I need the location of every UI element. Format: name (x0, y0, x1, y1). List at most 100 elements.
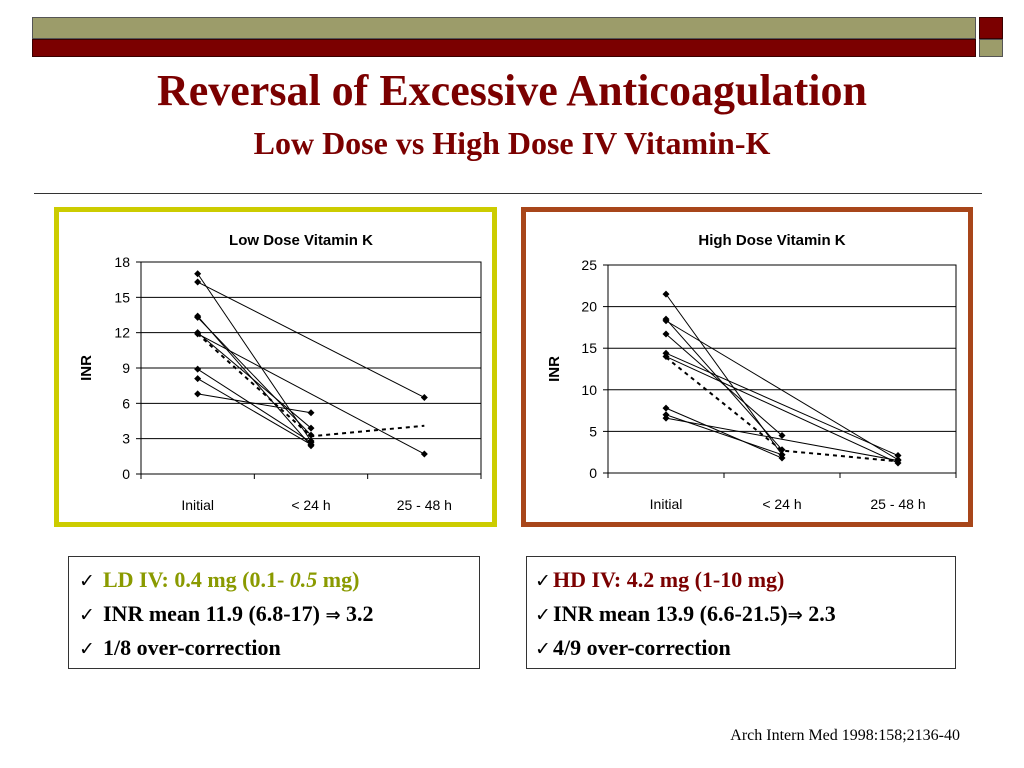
right-double-arrow-icon: ⇒ (325, 605, 341, 626)
y-tick-label: 15 (581, 340, 597, 356)
ld-inr-pre: INR mean 11.9 (6.8-17) (103, 601, 326, 626)
ld-inr-line: ✓ INR mean 11.9 (6.8-17) ⇒ 3.2 (79, 600, 374, 630)
data-point (194, 375, 202, 383)
header-square-olive (979, 39, 1003, 57)
data-point (894, 452, 902, 460)
ld-dose-italic: 0.5 (289, 567, 318, 592)
data-point (662, 404, 670, 412)
x-tick-label: < 24 h (762, 496, 801, 512)
right-double-arrow-icon: ⇒ (787, 605, 803, 626)
series-line (197, 333, 425, 455)
series-line (665, 356, 899, 464)
slide-subtitle: Low Dose vs High Dose IV Vitamin-K (253, 125, 771, 161)
hd-inr-line: ✓INR mean 13.9 (6.6-21.5)⇒ 2.3 (535, 600, 836, 630)
hd-inr-post: 2.3 (802, 601, 836, 626)
y-tick-label: 12 (114, 325, 130, 341)
series-line (197, 273, 312, 442)
data-point (662, 290, 670, 298)
hd-dose-line: ✓HD IV: 4.2 mg (1-10 mg) (535, 566, 784, 595)
checkmark-icon: ✓ (79, 570, 95, 592)
plot-area (140, 261, 482, 475)
data-point (194, 270, 202, 278)
chart-title: Low Dose Vitamin K (229, 232, 373, 249)
data-point (662, 353, 670, 361)
y-tick-label: 9 (122, 360, 130, 376)
y-tick-label: 0 (122, 466, 130, 482)
ld-inr-post: 3.2 (340, 601, 374, 626)
y-tick-label: 3 (122, 431, 130, 447)
data-point (662, 414, 670, 422)
y-tick-label: 6 (122, 395, 130, 411)
ld-overcorrection-text: 1/8 over-correction (103, 635, 281, 660)
x-tick-label: 25 - 48 h (870, 496, 925, 512)
plot-area (607, 264, 957, 474)
data-point (307, 409, 315, 417)
data-point (420, 450, 428, 458)
y-tick-label: 0 (589, 465, 597, 481)
high-dose-summary-box: ✓HD IV: 4.2 mg (1-10 mg) ✓INR mean 13.9 … (526, 556, 956, 669)
series-line (197, 393, 312, 414)
low-dose-summary-box: ✓ LD IV: 0.4 mg (0.1- 0.5 mg) ✓ INR mean 1… (68, 556, 480, 669)
series-line (197, 368, 312, 443)
y-tick-label: 15 (114, 289, 130, 305)
low-dose-chart: Low Dose Vitamin K INR 0 3 6 9 12 15 18 Initial < … (78, 232, 482, 513)
data-point (194, 390, 202, 398)
hd-overcorrection-text: 4/9 over-correction (553, 635, 731, 660)
high-dose-chart: High Dose Vitamin K INR 0 5 10 15 20 25 Initial <… (546, 232, 957, 512)
chart-title: High Dose Vitamin K (698, 232, 845, 249)
checkmark-icon: ✓ (535, 570, 551, 592)
citation: Arch Intern Med 1998:158;2136-40 (730, 727, 960, 744)
y-axis-label: INR (546, 356, 563, 382)
ld-dose-line: ✓ LD IV: 0.4 mg (0.1- 0.5 mg) (79, 566, 359, 595)
checkmark-icon: ✓ (79, 604, 95, 626)
data-point (420, 393, 428, 401)
header-bar-olive (32, 17, 976, 39)
series-line (197, 332, 312, 429)
title-divider (34, 193, 982, 194)
y-tick-label: 5 (589, 423, 597, 439)
data-point (194, 313, 202, 321)
slide-title: Reversal of Excessive Anticoagulation (156, 66, 868, 115)
series-line (197, 317, 312, 436)
data-point (778, 432, 786, 440)
data-point (662, 330, 670, 338)
series-line (665, 333, 783, 436)
x-tick-label: 25 - 48 h (397, 497, 452, 513)
ld-dose-pre: LD IV: 0.4 mg (0.1- (103, 567, 290, 592)
y-tick-label: 18 (114, 254, 130, 270)
hd-overcorrection-line: ✓4/9 over-correction (535, 634, 731, 663)
mean-series-line (196, 333, 425, 438)
data-point (194, 278, 202, 286)
data-point (778, 451, 786, 459)
series-line (665, 417, 899, 462)
series-line (665, 320, 899, 461)
ld-dose-text: LD IV: 0.4 mg (0.1- 0.5 mg) (103, 567, 359, 592)
checkmark-icon: ✓ (535, 604, 551, 626)
y-tick-label: 25 (581, 257, 597, 273)
hd-inr-pre: INR mean 13.9 (6.6-21.5) (553, 601, 788, 626)
x-tick-label: Initial (650, 496, 683, 512)
checkmark-icon: ✓ (535, 638, 551, 660)
checkmark-icon: ✓ (79, 638, 95, 660)
header-square-maroon (979, 17, 1003, 39)
series-line (197, 281, 425, 398)
hd-dose-text: HD IV: 4.2 mg (1-10 mg) (553, 567, 785, 592)
data-point (194, 365, 202, 373)
mean-series-line (665, 356, 899, 463)
data-point (778, 446, 786, 454)
y-axis-label: INR (78, 355, 95, 381)
series-line (197, 378, 312, 445)
x-tick-label: < 24 h (291, 497, 330, 513)
ld-dose-post: mg) (317, 567, 360, 592)
series-line (665, 407, 783, 459)
low-dose-chart-panel: Low Dose Vitamin K INR 0 3 6 9 12 15 18 Initial < … (54, 207, 497, 527)
high-dose-chart-panel: High Dose Vitamin K INR 0 5 10 15 20 25 Initial <… (521, 207, 973, 527)
y-tick-label: 10 (581, 382, 597, 398)
data-point (307, 424, 315, 432)
header-bar-maroon (32, 39, 976, 57)
data-point (307, 441, 315, 449)
data-point (662, 317, 670, 325)
y-tick-label: 20 (581, 299, 597, 315)
ld-overcorrection-line: ✓ 1/8 over-correction (79, 634, 281, 663)
x-tick-label: Initial (181, 497, 214, 513)
